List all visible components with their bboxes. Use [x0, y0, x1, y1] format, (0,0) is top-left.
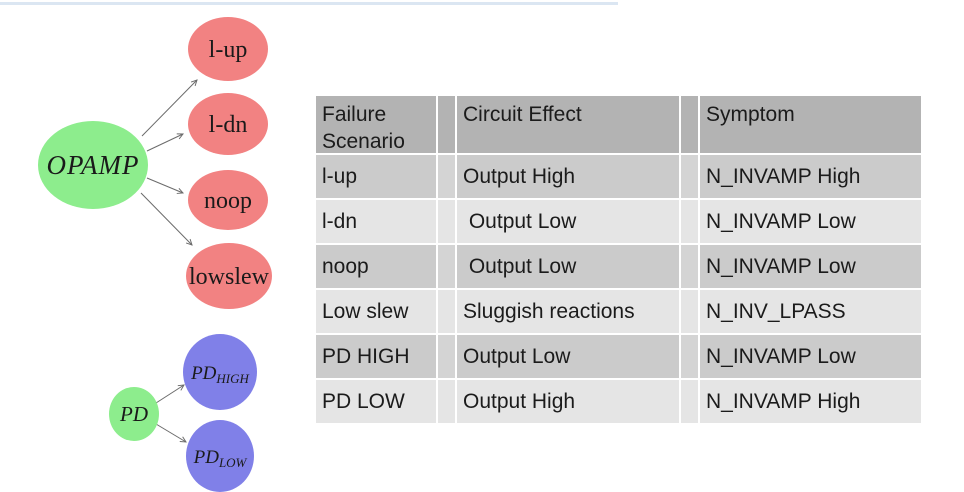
pd-node: [109, 387, 159, 441]
pd-low-sub: LOW: [218, 455, 248, 470]
spacer-cell: [681, 245, 698, 288]
cell-effect: Output High: [457, 380, 679, 423]
arrow-opamp-lup: [141, 79, 198, 137]
fault-node-ldn: [188, 93, 268, 155]
fault-node-lup: [188, 17, 268, 81]
cell-scenario: l-up: [316, 155, 436, 198]
pd-low-node-label: PDLOW: [193, 447, 248, 470]
pd-low-main: PD: [193, 447, 220, 468]
pd-high-node: [183, 334, 257, 410]
fault-node-lup-label: l-up: [209, 37, 248, 63]
opamp-node-label: OPAMP: [47, 150, 140, 180]
fault-node-noop-label: noop: [204, 188, 252, 214]
cell-effect: Sluggish reactions: [457, 290, 679, 333]
opamp-arrows: [140, 79, 198, 246]
spacer-cell: [681, 380, 698, 423]
fault-node-lowslew-label: lowslew: [189, 264, 270, 290]
cell-symptom: N_INVAMP High: [700, 155, 921, 198]
top-border-line: [0, 2, 618, 5]
pd-high-sub: HIGH: [215, 371, 249, 386]
cell-effect: Output High: [457, 155, 679, 198]
opamp-node: [38, 121, 148, 209]
cell-symptom: N_INVAMP High: [700, 380, 921, 423]
pd-high-main: PD: [190, 363, 217, 384]
arrow-opamp-ldn: [146, 133, 184, 152]
cell-effect: Output Low: [457, 335, 679, 378]
spacer-cell: [438, 335, 455, 378]
cell-scenario: Low slew: [316, 290, 436, 333]
fault-node-lowslew: [186, 243, 272, 309]
spacer-cell: [681, 290, 698, 333]
spacer-cell: [681, 335, 698, 378]
pd-high-node-label: PDHIGH: [190, 363, 249, 386]
cell-scenario: PD HIGH: [316, 335, 436, 378]
arrow-pd-low: [155, 423, 187, 443]
header-cell-symptom: Symptom: [700, 96, 921, 153]
spacer-cell: [438, 155, 455, 198]
cell-symptom: N_INVAMP Low: [700, 335, 921, 378]
spacer-cell: [681, 155, 698, 198]
pd-low-node: [186, 420, 254, 492]
fault-node-noop: [188, 170, 268, 230]
spacer-cell: [681, 96, 698, 153]
spacer-cell: [438, 96, 455, 153]
fault-tree-diagram: OPAMP l-up l-dn noop lowslew PD PDHIGH P…: [38, 17, 272, 492]
header-cell-circuit-effect: Circuit Effect: [457, 96, 679, 153]
spacer-cell: [438, 200, 455, 243]
cell-scenario: PD LOW: [316, 380, 436, 423]
failure-table: Failure Scenario Circuit Effect Symptom …: [316, 96, 921, 423]
header-cell-failure-scenario: Failure Scenario: [316, 96, 436, 153]
cell-effect: Output Low: [457, 245, 679, 288]
arrow-pd-high: [155, 384, 185, 404]
arrow-opamp-noop: [146, 177, 184, 194]
spacer-cell: [438, 290, 455, 333]
cell-scenario: l-dn: [316, 200, 436, 243]
spacer-cell: [438, 245, 455, 288]
cell-symptom: N_INV_LPASS: [700, 290, 921, 333]
cell-symptom: N_INVAMP Low: [700, 245, 921, 288]
fault-node-ldn-label: l-dn: [209, 112, 248, 138]
spacer-cell: [438, 380, 455, 423]
arrow-opamp-lowslew: [140, 192, 193, 246]
pd-node-label: PD: [119, 402, 148, 426]
cell-effect: Output Low: [457, 200, 679, 243]
spacer-cell: [681, 200, 698, 243]
pd-arrows: [155, 384, 187, 443]
cell-symptom: N_INVAMP Low: [700, 200, 921, 243]
cell-scenario: noop: [316, 245, 436, 288]
